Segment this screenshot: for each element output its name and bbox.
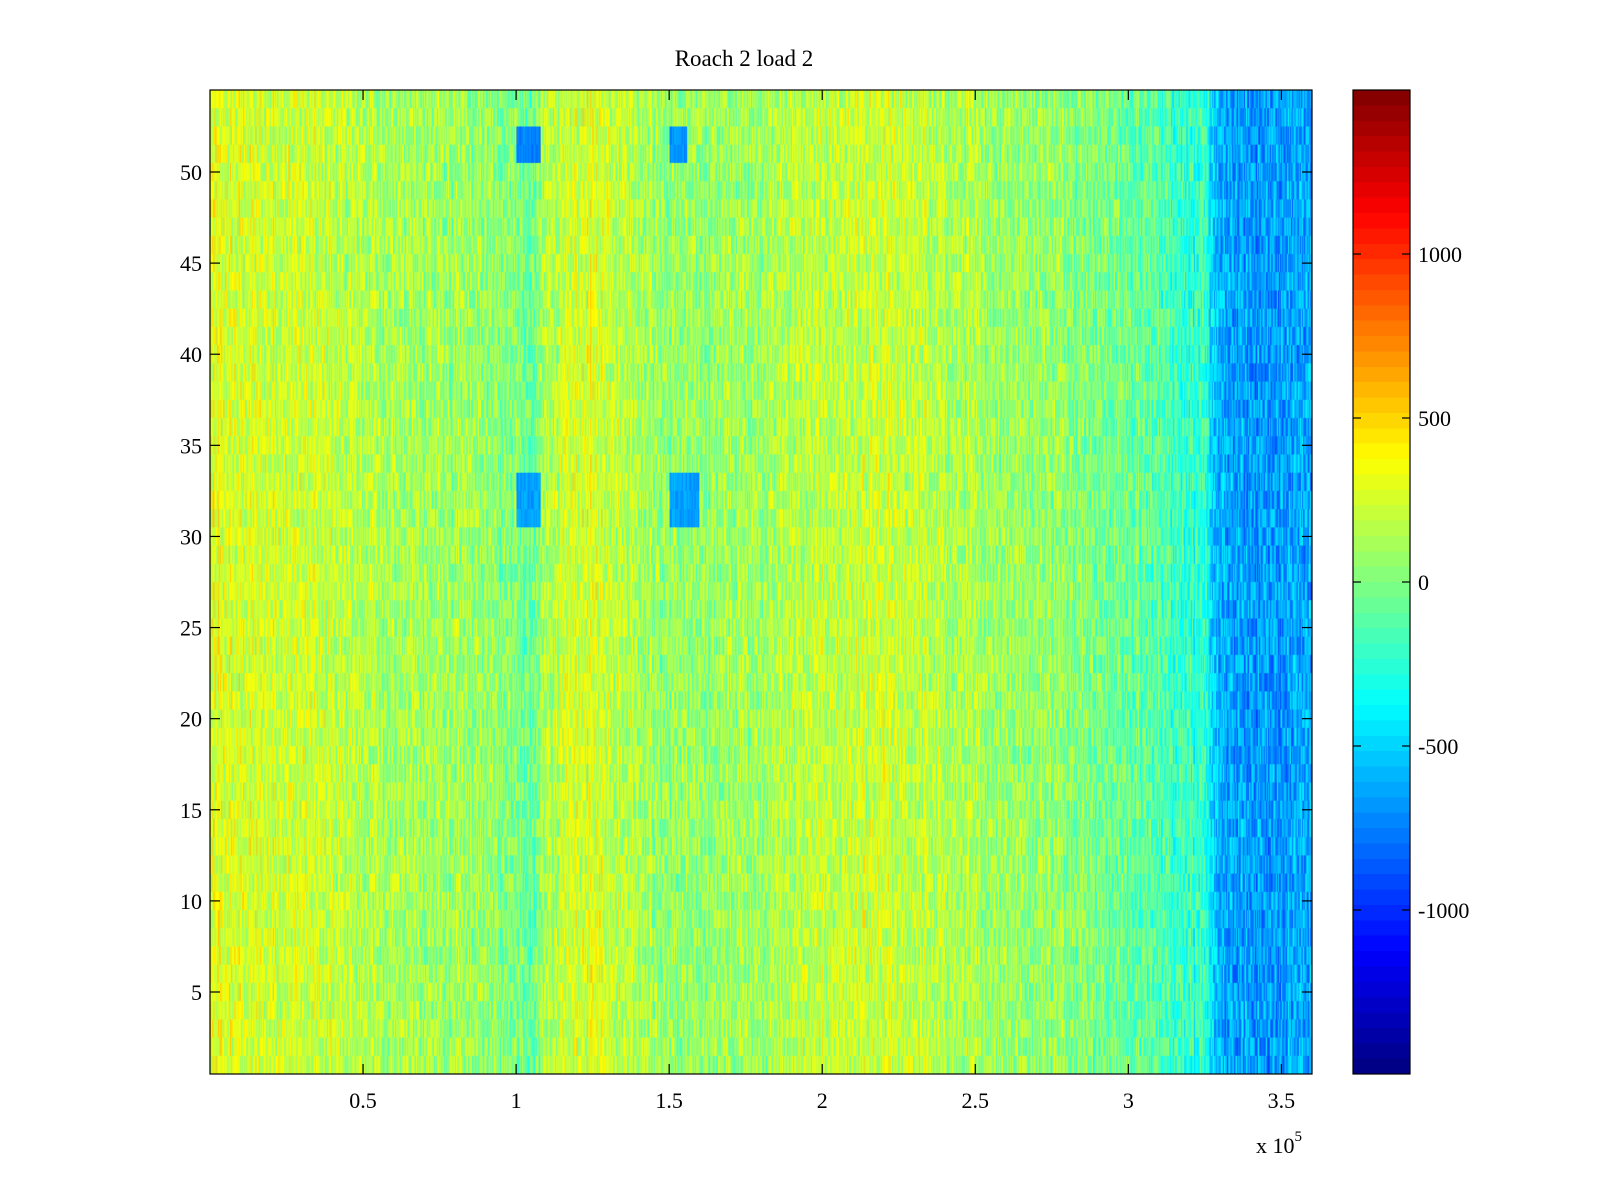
heatmap-plot-area <box>210 90 1312 1074</box>
x-axis: 0.5 1 1.5 2 2.5 3 3.5 <box>349 90 1295 1113</box>
colorbar-tick-label: 0 <box>1418 570 1429 595</box>
y-tick-label: 35 <box>180 433 202 458</box>
colorbar-gradient <box>1353 90 1410 1074</box>
x-axis-multiplier: x 105 <box>1256 1129 1302 1158</box>
x-tick-label: 2.5 <box>962 1088 990 1113</box>
x-tick-label: 3 <box>1123 1088 1134 1113</box>
colorbar-axis: -1000 -500 0 500 1000 <box>1353 242 1469 923</box>
y-tick-label: 45 <box>180 251 202 276</box>
colorbar-tick-label: 500 <box>1418 406 1451 431</box>
x-tick-label: 2 <box>817 1088 828 1113</box>
colorbar-tick-label: -1000 <box>1418 898 1469 923</box>
y-tick-label: 15 <box>180 798 202 823</box>
colorbar: -1000 -500 0 500 1000 <box>1352 89 1469 1075</box>
x-tick-label: 1.5 <box>655 1088 683 1113</box>
colorbar-tick-label: 1000 <box>1418 242 1462 267</box>
y-tick-label: 5 <box>191 980 202 1005</box>
chart-title: Roach 2 load 2 <box>675 46 814 71</box>
colorbar-tick-label: -500 <box>1418 734 1458 759</box>
y-tick-label: 50 <box>180 160 202 185</box>
y-tick-label: 10 <box>180 889 202 914</box>
x-axis-multiplier-exponent: 5 <box>1295 1129 1303 1145</box>
y-tick-label: 25 <box>180 616 202 641</box>
plot-frame <box>209 89 1313 1075</box>
heatmap-cells <box>210 90 1312 1074</box>
x-tick-label: 1 <box>511 1088 522 1113</box>
y-tick-label: 40 <box>180 342 202 367</box>
x-axis-multiplier-base: x 10 <box>1256 1133 1295 1158</box>
y-axis: 5 10 15 20 25 30 35 40 45 50 <box>180 160 1312 1005</box>
x-tick-label: 3.5 <box>1268 1088 1296 1113</box>
x-tick-label: 0.5 <box>349 1088 377 1113</box>
y-tick-label: 20 <box>180 707 202 732</box>
y-tick-label: 30 <box>180 524 202 549</box>
